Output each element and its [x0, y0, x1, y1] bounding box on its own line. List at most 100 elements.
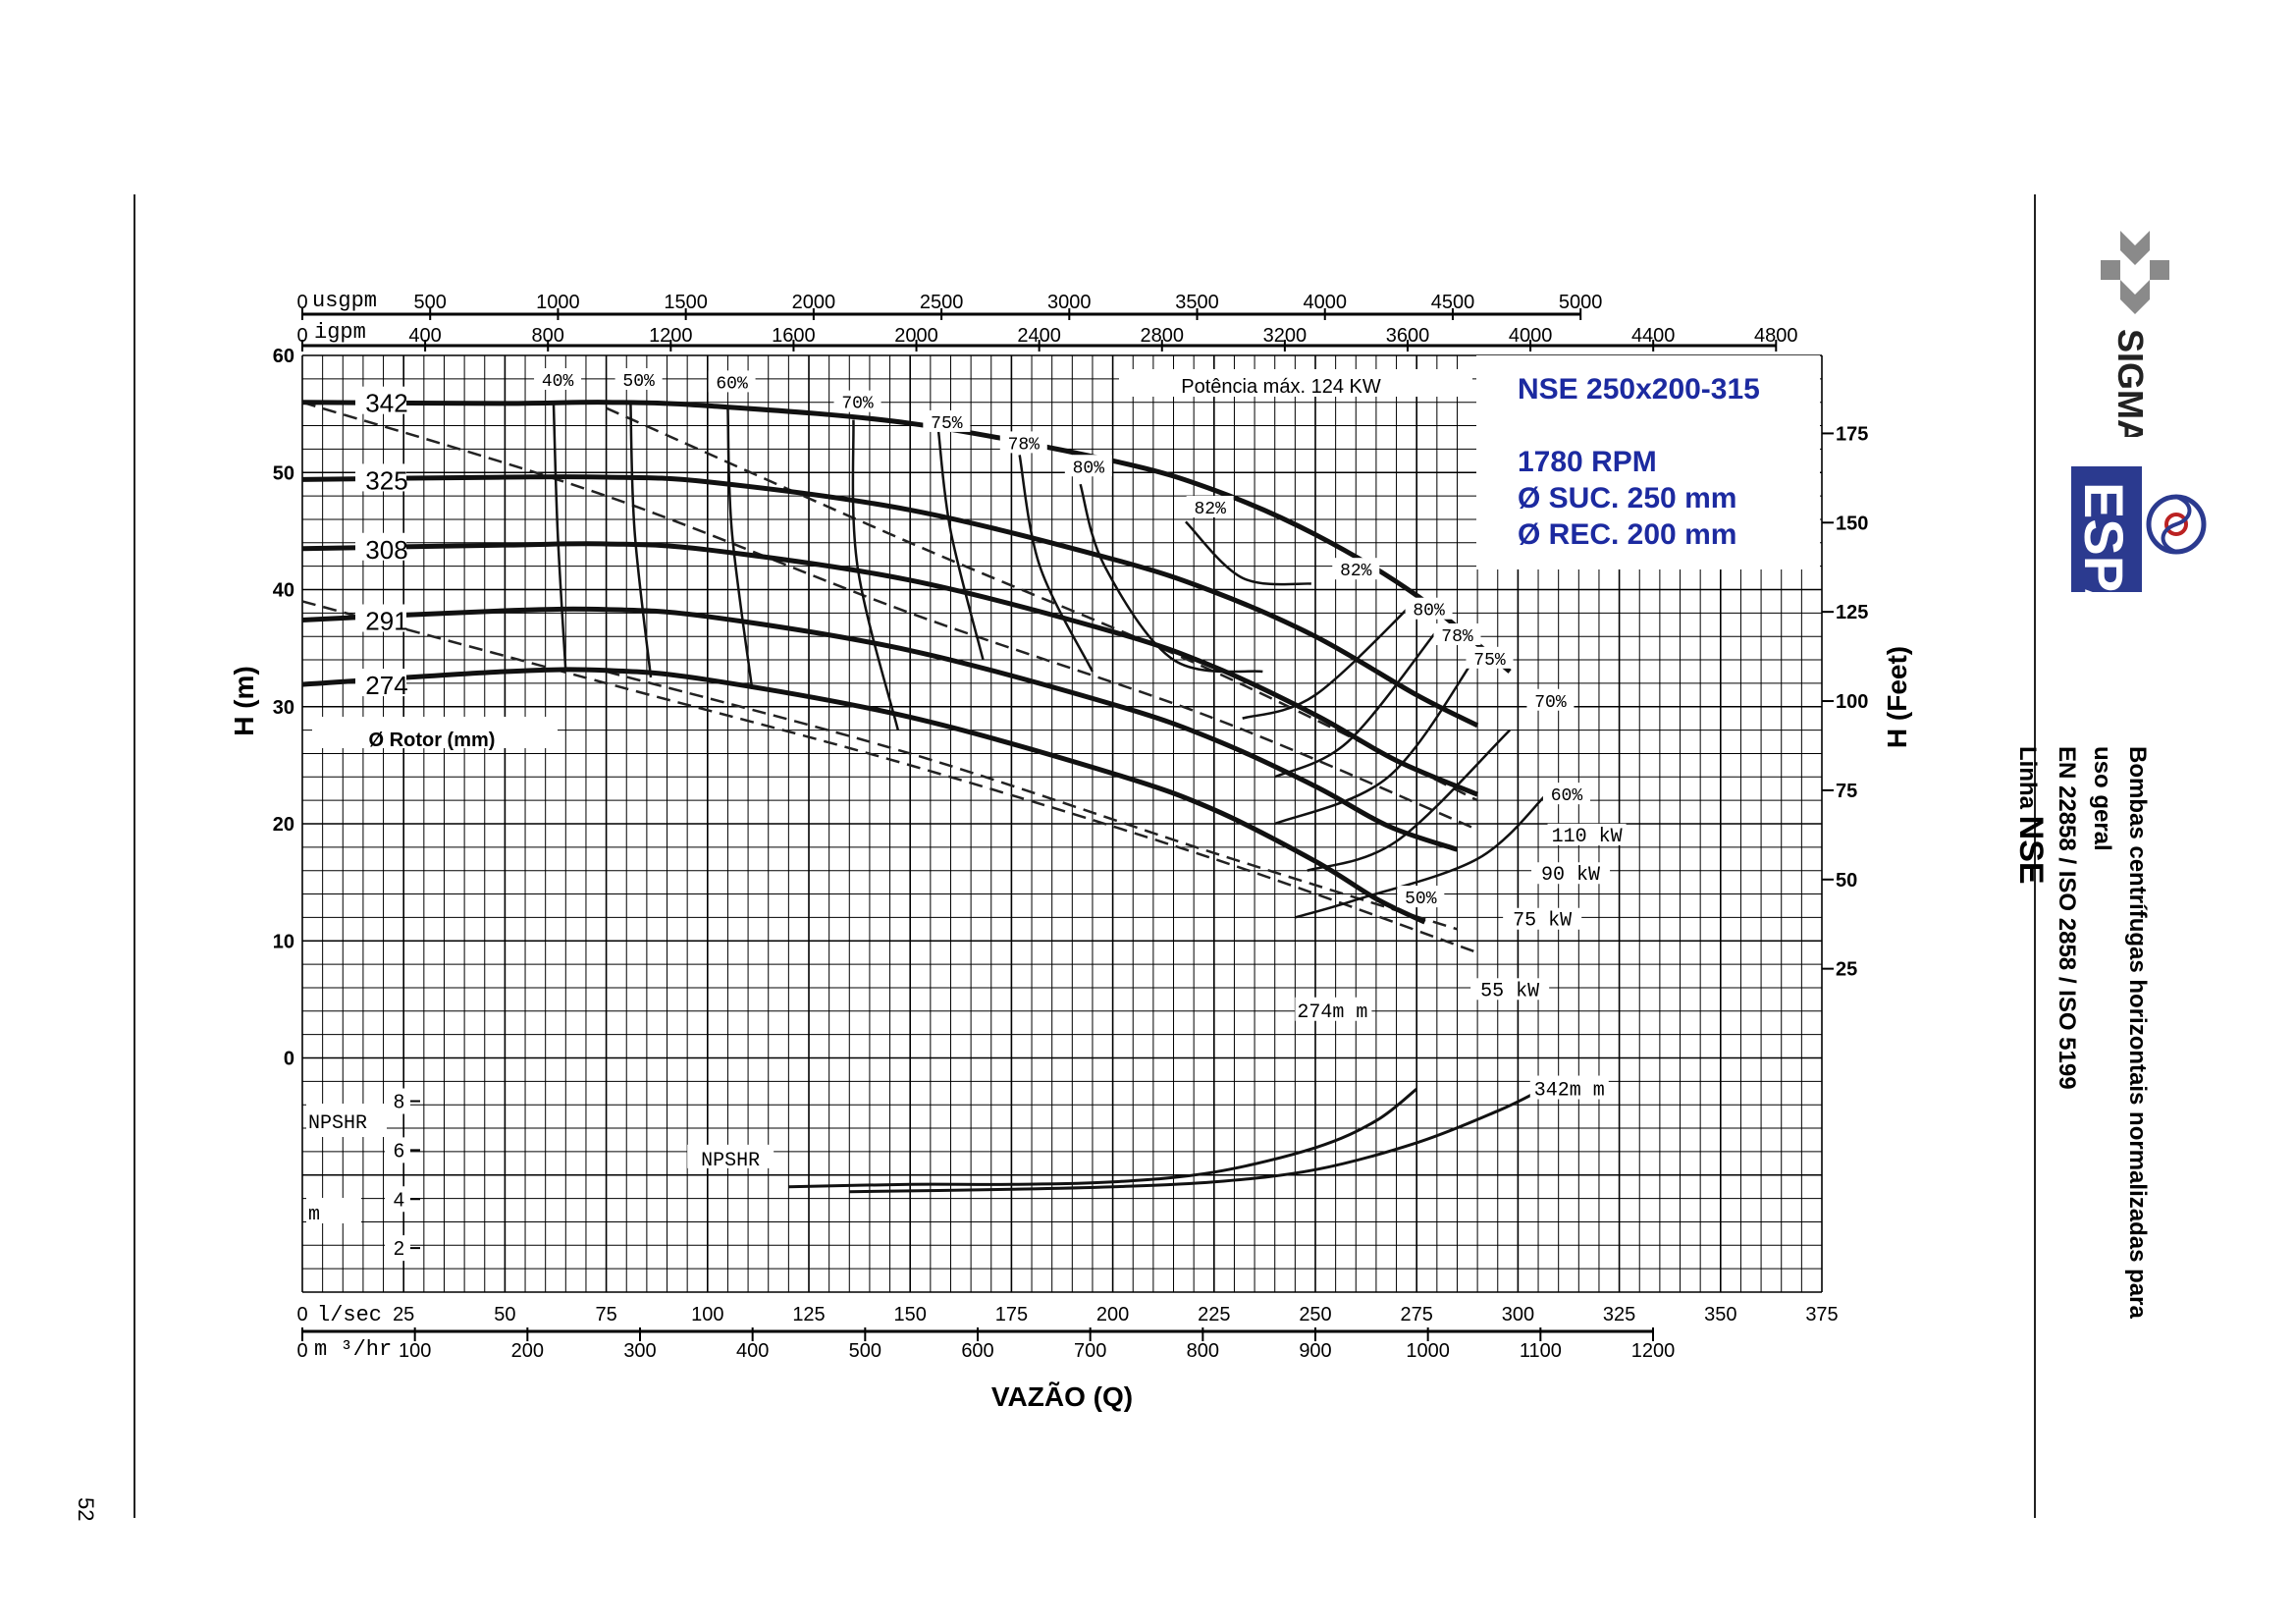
x-tick-usgpm: 1000: [536, 292, 580, 313]
npshr-tick-label: 6: [394, 1140, 404, 1162]
x-tick-lsec: 350: [1704, 1304, 1736, 1325]
x-tick-lsec: 275: [1401, 1304, 1433, 1325]
head-curve-291: [301, 606, 1459, 852]
x-axis-m3hr-label: m ³/hr: [314, 1337, 392, 1362]
power-dashed-line: [606, 670, 1458, 931]
npshr-342-bg: [1529, 1075, 1609, 1100]
x-tick-m3hr: 400: [736, 1340, 769, 1362]
npshr-curve-label: NPSHR: [701, 1150, 760, 1172]
rotor-size-274: 274: [365, 671, 407, 700]
x-tick-igpm: 3200: [1263, 325, 1308, 347]
x-tick-igpm: 0: [296, 325, 307, 347]
npshr-tick-box: [385, 1235, 410, 1262]
npshr-tick-box: [385, 1186, 410, 1213]
npshr-tick-box: [385, 1137, 410, 1163]
power-label: 55 kW: [1480, 980, 1539, 1002]
efficiency-curve: [1185, 520, 1311, 586]
npshr-274-label: 274m m: [1297, 1001, 1367, 1024]
power-label: 75 kW: [1513, 910, 1572, 933]
head-curve-308: [301, 541, 1479, 797]
x-tick-lsec: 125: [792, 1304, 825, 1325]
sigma-logo-text: SIGMA: [2110, 329, 2151, 437]
x-tick-lsec: 25: [393, 1304, 414, 1325]
espa-swirl-icon: [2146, 494, 2207, 555]
efficiency-curve: [552, 402, 567, 673]
npshr-274-bg: [1295, 997, 1372, 1021]
y-axis-right-title: H (Feet): [1882, 646, 1912, 748]
right-border-line: [2034, 194, 2036, 1518]
power-label: 110 kW: [1552, 826, 1623, 848]
x-tick-igpm: 1200: [649, 325, 693, 347]
power-label-bg: [1503, 907, 1582, 930]
rotor-label-bg: [355, 386, 406, 414]
max-power-label: Potência máx. 124 KW: [1181, 376, 1381, 398]
y-tick-label: 0: [284, 1049, 294, 1070]
head-curve-342: [301, 400, 1512, 674]
rotor-label-box: [312, 717, 558, 748]
npshr-label-box: [306, 1104, 387, 1137]
x-tick-igpm: 3600: [1386, 325, 1430, 347]
efficiency-curve: [851, 419, 900, 730]
x-tick-lsec: 375: [1805, 1304, 1838, 1325]
efficiency-label: 50%: [622, 372, 655, 392]
x-tick-igpm: 4000: [1509, 325, 1553, 347]
rotor-label: Ø Rotor (mm): [369, 730, 496, 751]
title-box: [1476, 355, 1820, 569]
npshr-tick-label: 2: [394, 1238, 404, 1260]
x-axis-title: VAZÃO (Q): [991, 1381, 1133, 1412]
y-tick-label: 40: [273, 580, 294, 602]
efficiency-label: 82%: [1194, 500, 1226, 519]
x-tick-m3hr: 200: [511, 1340, 544, 1362]
x-tick-usgpm: 3500: [1175, 292, 1219, 313]
head-curve-274: [301, 667, 1426, 925]
efficiency-curve: [1242, 594, 1422, 720]
x-axis-igpm-label: igpm: [314, 320, 366, 345]
rotor-size-342: 342: [365, 389, 407, 418]
npshr-tick-box: [385, 1088, 410, 1114]
x-axis-usgpm-label: usgpm: [312, 289, 377, 313]
efficiency-label-bg: [999, 431, 1047, 454]
efficiency-label-bg: [534, 368, 582, 391]
efficiency-label: 78%: [1441, 627, 1473, 647]
x-tick-igpm: 4800: [1754, 325, 1798, 347]
x-tick-usgpm: 4500: [1431, 292, 1475, 313]
y-tick-label: 20: [273, 814, 294, 836]
y-tick-label: 30: [273, 697, 294, 719]
y-right-tick-label: 50: [1836, 870, 1857, 892]
efficiency-label-bg: [708, 370, 756, 393]
y-right-tick-label: 175: [1836, 423, 1868, 445]
power-dashed-line: [301, 600, 1478, 954]
x-tick-usgpm: 2500: [920, 292, 964, 313]
head-curve-325: [301, 474, 1479, 729]
x-tick-m3hr: 1200: [1631, 1340, 1676, 1362]
y-right-tick-label: 100: [1836, 691, 1868, 713]
efficiency-label: 60%: [716, 374, 748, 394]
x-tick-lsec: 0: [296, 1304, 307, 1325]
x-tick-m3hr: 1100: [1520, 1340, 1562, 1362]
efficiency-curve: [726, 407, 754, 690]
x-tick-igpm: 2000: [894, 325, 938, 347]
x-tick-igpm: 800: [532, 325, 564, 347]
espa-logo: ESPA: [2071, 466, 2142, 627]
y-tick-label: 50: [273, 462, 294, 484]
x-tick-m3hr: 500: [849, 1340, 881, 1362]
rotor-label-bg: [355, 463, 406, 492]
npshr-tick-label: 4: [394, 1189, 404, 1211]
x-tick-lsec: 250: [1299, 1304, 1331, 1325]
rotor-size-325: 325: [365, 465, 407, 495]
chart-spec-2: Ø REC. 200 mm: [1518, 518, 1736, 551]
npshr-unit-box: [306, 1198, 361, 1223]
x-tick-m3hr: 600: [961, 1340, 993, 1362]
x-tick-igpm: 4400: [1631, 325, 1676, 347]
efficiency-label: 75%: [1473, 651, 1506, 671]
max-power-box: [1119, 369, 1472, 397]
efficiency-label-bg: [1397, 886, 1445, 908]
y-right-tick-label: 125: [1836, 602, 1868, 623]
sigma-logo: SIGMA: [2101, 231, 2169, 437]
efficiency-label: 80%: [1073, 459, 1105, 478]
x-tick-lsec: 300: [1502, 1304, 1534, 1325]
efficiency-label-bg: [1526, 688, 1575, 711]
x-tick-lsec: 200: [1096, 1304, 1129, 1325]
x-tick-lsec: 100: [691, 1304, 723, 1325]
